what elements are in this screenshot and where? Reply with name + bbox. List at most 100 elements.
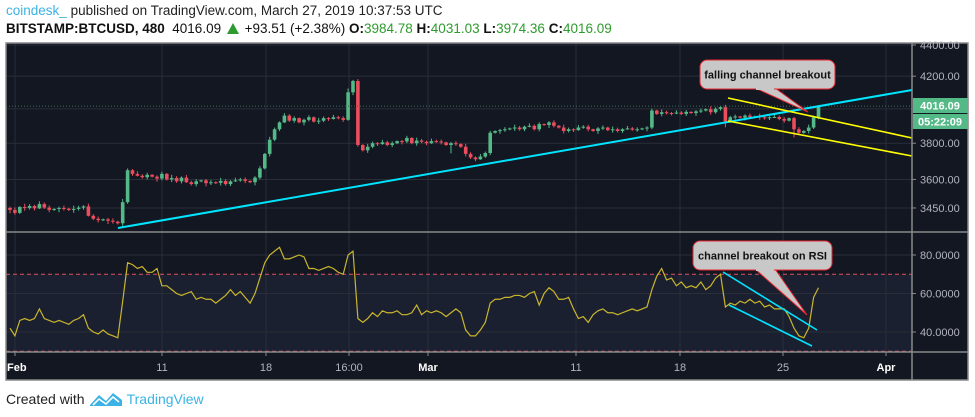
candle-down — [22, 206, 27, 208]
rsi-band-fill — [6, 274, 912, 352]
candle-down — [738, 116, 742, 118]
price-chart[interactable]: falling channel breakout channel breakout… — [0, 0, 975, 390]
candle-down — [459, 144, 463, 147]
tradingview-logo-icon — [89, 393, 122, 406]
candle-up — [218, 180, 223, 183]
candle-up — [321, 118, 326, 121]
symbol-label: BITSTAMP:BTCUSD, 480 — [6, 21, 165, 36]
price-tick-label: 3800.00 — [920, 138, 960, 150]
candle-up — [282, 115, 287, 123]
candle-up — [503, 129, 507, 131]
candle-up — [258, 168, 262, 178]
candle-down — [174, 177, 179, 182]
candle-down — [630, 128, 635, 130]
price-tick-label: 3600.00 — [920, 174, 960, 186]
candle-down — [434, 141, 439, 143]
candle-down — [67, 208, 71, 210]
candle-up — [483, 152, 488, 157]
candle-down — [444, 142, 448, 145]
candle-down — [223, 180, 228, 185]
candle-up — [125, 170, 130, 203]
candle-down — [336, 117, 341, 119]
candle-down — [468, 153, 473, 158]
candle-up — [277, 122, 282, 130]
candle-up — [233, 180, 238, 182]
candle-up — [238, 179, 243, 181]
candle-down — [116, 221, 120, 224]
candle-up — [728, 117, 733, 122]
candle-down — [184, 177, 189, 183]
candle-down — [777, 116, 782, 119]
candle-up — [488, 132, 492, 153]
candle-up — [380, 142, 385, 145]
candle-up — [512, 127, 517, 129]
candle-down — [86, 206, 91, 216]
candle-down — [96, 218, 100, 221]
price-tick-label: 4400.00 — [920, 40, 960, 52]
close-label: C: — [548, 21, 563, 36]
candle-down — [517, 127, 522, 130]
candle-down — [361, 144, 365, 151]
candle-down — [62, 207, 66, 209]
candle-up — [640, 128, 644, 130]
published-text: published on TradingView.com, March 27, … — [70, 3, 443, 18]
candle-down — [204, 180, 208, 184]
candle-down — [150, 174, 154, 177]
candle-up — [414, 140, 419, 144]
current-price-label: 4016.09 — [920, 101, 960, 113]
time-tick-label: 16:00 — [335, 362, 363, 374]
open-value: 3984.78 — [363, 21, 413, 36]
candle-up — [704, 109, 708, 111]
publish-info: coindesk_ published on TradingView.com, … — [6, 3, 443, 18]
callout-pointer — [754, 87, 809, 113]
candle-down — [679, 112, 684, 114]
candle-up — [331, 117, 336, 119]
price-annotation: falling channel breakout — [699, 59, 836, 113]
candle-down — [410, 137, 414, 144]
candle-up — [547, 122, 551, 125]
candle-up — [71, 208, 76, 210]
candle-up — [316, 120, 321, 122]
candle-down — [312, 117, 316, 122]
candle-down — [571, 129, 576, 131]
time-tick-label: 18 — [260, 362, 272, 374]
tradingview-link[interactable]: TradingView — [126, 391, 204, 407]
candle-up — [601, 127, 605, 129]
candle-down — [32, 206, 37, 209]
publisher-link[interactable]: coindesk_ — [6, 3, 67, 18]
rsi-tick-label: 80.0000 — [920, 250, 960, 262]
candle-down — [47, 207, 51, 210]
candle-up — [787, 118, 791, 121]
candle-up — [194, 181, 198, 185]
time-tick-label: 18 — [674, 362, 686, 374]
candle-up — [478, 156, 483, 160]
falling-channel-upper — [727, 97, 913, 139]
candle-up — [527, 125, 532, 127]
candle-down — [655, 110, 659, 114]
candle-up — [684, 111, 688, 114]
rsi-line — [9, 246, 820, 339]
candle-down — [140, 175, 145, 178]
symbol-info: BITSTAMP:BTCUSD, 480 4016.09 +93.51 (+2.… — [6, 21, 612, 36]
candle-down — [792, 118, 796, 130]
candle-up — [650, 110, 654, 128]
candle-down — [356, 80, 360, 145]
candle-up — [713, 108, 718, 113]
candle-up — [493, 130, 497, 133]
candle-up — [625, 128, 630, 130]
candle-up — [508, 128, 512, 130]
candle-up — [199, 180, 203, 182]
candle-up — [718, 107, 723, 109]
candle-down — [385, 142, 390, 145]
time-tick-label: 11 — [156, 362, 167, 374]
candle-up — [522, 126, 527, 130]
candle-up — [390, 143, 394, 145]
candle-up — [145, 174, 149, 178]
candle-down — [723, 107, 728, 122]
candle-up — [802, 130, 806, 133]
time-tick-label: Feb — [7, 362, 27, 374]
candle-down — [400, 141, 404, 143]
rsi-tick-label: 40.0000 — [920, 327, 960, 339]
price-change: +93.51 (+2.38%) — [244, 21, 346, 36]
footer: Created with TradingView — [6, 390, 204, 408]
